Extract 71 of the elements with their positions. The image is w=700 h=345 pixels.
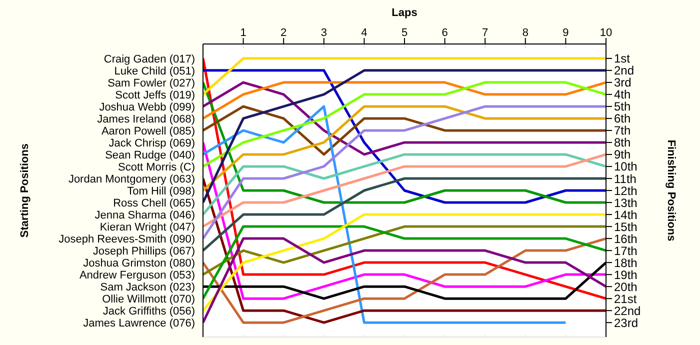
y-tick-label: 18th [614, 256, 638, 270]
x-tick-label: 2 [280, 27, 287, 39]
y-tick-label: 9th [614, 148, 631, 162]
line-series [203, 213, 606, 312]
y-tick-label: 20th [614, 280, 638, 294]
line-series [203, 153, 606, 216]
y-tick-label: 23rd [614, 316, 638, 330]
series-label: Ross Chell (065) [113, 197, 195, 210]
series-label: Tom Hill (098) [127, 185, 195, 198]
y-tick-label: 4th [614, 88, 631, 102]
series-label: Sam Fowler (027) [108, 77, 195, 90]
y-tick-label: 10th [614, 160, 638, 174]
series-label: Kieran Wright (047) [100, 221, 195, 234]
x-tick-label: 10 [600, 27, 612, 39]
series-label: Scott Morris (C) [118, 161, 195, 174]
series-label: Craig Gaden (017) [104, 53, 195, 66]
series-label: Joshua Grimston (080) [83, 257, 195, 270]
line-series [203, 105, 606, 192]
series-label: Joshua Webb (099) [99, 101, 195, 114]
series-label: Ollie Willmott (070) [102, 293, 195, 306]
y-tick-label: 16th [614, 232, 638, 246]
series-label: James Ireland (068) [97, 113, 195, 126]
line-series [203, 237, 606, 324]
series-label: Sam Jackson (023) [100, 281, 195, 294]
line-series [203, 105, 606, 240]
y-tick-label: 2nd [614, 64, 634, 78]
series-label: Jack Griffiths (056) [102, 305, 195, 318]
y-tick-label: 17th [614, 244, 638, 258]
x-tick-label: 5 [401, 27, 408, 39]
series-label: Sean Rudge (040) [105, 149, 195, 162]
x-tick-label: 9 [562, 27, 569, 39]
x-tick-label: 6 [442, 27, 448, 39]
y-tick-label: 21st [614, 292, 638, 306]
x-tick-label: 4 [361, 27, 368, 39]
y-tick-label: 8th [614, 136, 631, 150]
series-label: Andrew Ferguson (053) [79, 269, 195, 282]
series-label: Joseph Reeves-Smith (090) [58, 233, 195, 246]
y-tick-label: 5th [614, 100, 631, 114]
series-label: Joseph Phillips (067) [92, 245, 195, 258]
line-series [203, 225, 606, 300]
series-label: Aaron Powell (085) [101, 125, 195, 138]
y-tick-label: 14th [614, 208, 638, 222]
series-label: Jack Chrisp (069) [108, 137, 195, 150]
line-series [203, 153, 606, 228]
x-tick-label: 1 [240, 27, 246, 39]
y-tick-label: 1st [614, 52, 631, 66]
y-tick-label: 7th [614, 124, 631, 138]
y-tick-label: 12th [614, 184, 638, 198]
line-series [203, 141, 606, 300]
y-axis-title: Finishing Positions [665, 140, 678, 242]
series-label: Luke Child (051) [114, 65, 195, 78]
y-tick-label: 6th [614, 112, 631, 126]
y-tick-label: 22nd [614, 304, 641, 318]
y-tick-label: 3rd [614, 76, 632, 90]
text: Starting Positions [18, 143, 31, 238]
line-series [203, 225, 606, 276]
y-tick-label: 19th [614, 268, 638, 282]
x-tick-label: 3 [320, 27, 327, 39]
x-tick-label: 7 [482, 27, 488, 39]
x-tick-label: 8 [522, 27, 528, 39]
x-axis-title: Laps [392, 6, 418, 19]
line-series [203, 105, 606, 156]
y-tick-label: 15th [614, 220, 638, 234]
series-label: James Lawrence (076) [83, 317, 195, 330]
line-series [203, 105, 567, 324]
series-label: Scott Jeffs (019) [115, 89, 195, 102]
y-tick-label: 13th [614, 196, 638, 210]
series-label: Jordan Montgomery (063) [68, 173, 195, 186]
series-label: Jenna Sharma (046) [94, 209, 195, 222]
y-tick-label: 11th [614, 172, 636, 186]
line-series [203, 177, 606, 252]
